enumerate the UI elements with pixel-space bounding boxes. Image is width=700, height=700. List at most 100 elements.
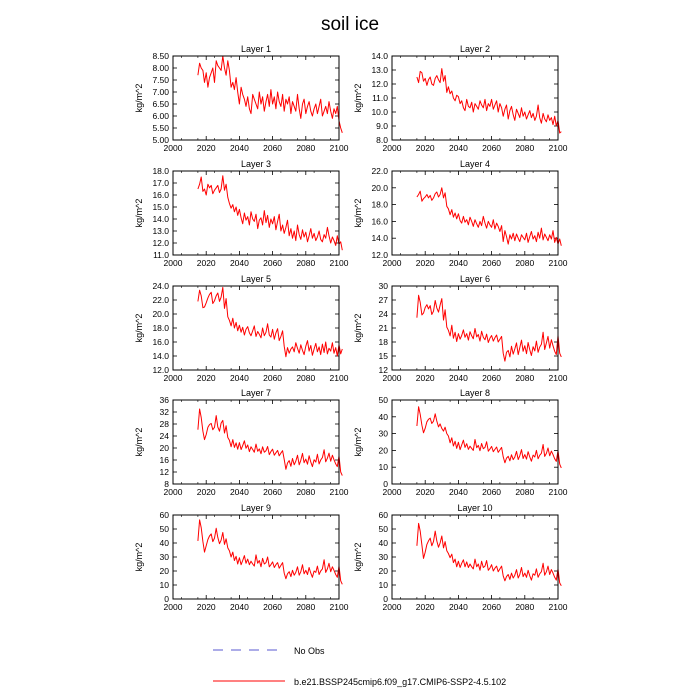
y-axis-label: kg/m^2: [134, 199, 144, 228]
y-tick-label: 10.0: [371, 107, 388, 117]
y-tick-label: 24: [160, 431, 170, 441]
series-line: [197, 519, 343, 585]
y-tick-label: 5.00: [152, 135, 169, 145]
series-line: [416, 294, 562, 362]
x-tick-label: 2040: [230, 143, 249, 153]
y-tick-label: 20: [160, 566, 170, 576]
y-tick-label: 14.0: [371, 51, 388, 61]
y-tick-label: 18.0: [371, 200, 388, 210]
y-tick-label: 20.0: [152, 309, 169, 319]
y-tick-label: 17.0: [152, 178, 169, 188]
plot-frame: [391, 399, 559, 485]
y-axis-label: kg/m^2: [353, 84, 363, 113]
legend-label-no-obs: No Obs: [294, 646, 325, 656]
x-tick-label: 2000: [383, 143, 402, 153]
y-tick-label: 60: [379, 510, 389, 520]
x-tick-label: 2000: [164, 258, 183, 268]
y-tick-label: 14.0: [152, 214, 169, 224]
x-tick-label: 2020: [416, 143, 435, 153]
y-tick-label: 12.0: [371, 250, 388, 260]
panel-layer-1: Layer 1 kg/m^2 2000 2020 2040 2060 2080 2100 5.0…: [134, 44, 349, 153]
panel-layer-5: Layer 5 kg/m^2 2000 2020 2040 2060 2080 2100 12.…: [134, 274, 349, 383]
y-axis-label: kg/m^2: [134, 84, 144, 113]
y-tick-label: 12: [160, 467, 170, 477]
x-tick-label: 2060: [263, 373, 282, 383]
x-tick-label: 2020: [416, 258, 435, 268]
x-tick-label: 2060: [482, 602, 501, 612]
y-tick-label: 28: [160, 419, 170, 429]
series-line: [416, 187, 562, 246]
y-tick-label: 24.0: [152, 281, 169, 291]
series-line: [416, 406, 562, 469]
x-tick-label: 2060: [263, 487, 282, 497]
y-tick-label: 50: [379, 524, 389, 534]
x-tick-label: 2080: [515, 373, 534, 383]
x-tick-label: 2060: [482, 373, 501, 383]
y-tick-label: 18.0: [152, 323, 169, 333]
x-tick-label: 2060: [263, 258, 282, 268]
panel-title: Layer 5: [241, 274, 271, 284]
y-tick-label: 21: [379, 323, 389, 333]
y-tick-label: 13.0: [152, 226, 169, 236]
x-tick-label: 2000: [164, 373, 183, 383]
y-tick-label: 6.00: [152, 111, 169, 121]
y-tick-label: 30: [379, 552, 389, 562]
y-tick-label: 10: [160, 580, 170, 590]
y-tick-label: 18: [379, 337, 389, 347]
legend: No Obs b.e21.BSSP245cmip6.f09_g17.CMIP6-…: [213, 646, 506, 687]
series-line: [197, 55, 343, 133]
y-axis-label: kg/m^2: [134, 543, 144, 572]
x-tick-label: 2020: [197, 258, 216, 268]
x-tick-label: 2060: [263, 143, 282, 153]
plot-frame: [172, 55, 340, 141]
x-tick-label: 2100: [330, 602, 349, 612]
series-line: [197, 286, 343, 358]
y-tick-label: 16.0: [152, 190, 169, 200]
y-tick-label: 20.0: [371, 183, 388, 193]
x-tick-label: 2040: [449, 487, 468, 497]
x-tick-label: 2000: [383, 258, 402, 268]
y-tick-label: 0: [383, 594, 388, 604]
x-tick-label: 2020: [416, 602, 435, 612]
y-tick-label: 5.50: [152, 123, 169, 133]
y-tick-label: 0: [164, 594, 169, 604]
x-tick-label: 2000: [383, 487, 402, 497]
y-tick-label: 18.0: [152, 166, 169, 176]
panel-layer-3: Layer 3 kg/m^2 2000 2020 2040 2060 2080 2100 11.…: [134, 159, 349, 268]
x-tick-label: 2080: [515, 602, 534, 612]
x-tick-label: 2080: [296, 487, 315, 497]
y-tick-label: 8.00: [152, 63, 169, 73]
x-tick-label: 2060: [482, 143, 501, 153]
panel-title: Layer 2: [460, 44, 490, 54]
y-tick-label: 50: [379, 395, 389, 405]
plot-frame: [172, 514, 340, 600]
figure-title: soil ice: [321, 14, 379, 35]
y-tick-label: 60: [160, 510, 170, 520]
x-tick-label: 2040: [449, 373, 468, 383]
plot-frame: [391, 170, 559, 256]
x-tick-label: 2080: [296, 602, 315, 612]
x-tick-label: 2000: [164, 487, 183, 497]
y-tick-label: 8.50: [152, 51, 169, 61]
x-tick-label: 2040: [230, 373, 249, 383]
plot-frame: [391, 55, 559, 141]
y-tick-label: 11.0: [153, 250, 169, 260]
y-tick-label: 8: [164, 479, 169, 489]
y-tick-label: 0: [383, 479, 388, 489]
x-tick-label: 2000: [383, 373, 402, 383]
y-tick-label: 14.0: [371, 233, 388, 243]
plot-frame: [172, 399, 340, 485]
x-tick-label: 2040: [230, 258, 249, 268]
y-tick-label: 16.0: [152, 337, 169, 347]
x-tick-label: 2060: [482, 258, 501, 268]
y-tick-label: 30: [379, 281, 389, 291]
x-tick-label: 2100: [549, 487, 568, 497]
y-tick-label: 10: [379, 462, 389, 472]
plot-frame: [172, 285, 340, 371]
y-tick-label: 7.00: [152, 87, 169, 97]
x-tick-label: 2060: [482, 487, 501, 497]
x-tick-label: 2100: [330, 373, 349, 383]
